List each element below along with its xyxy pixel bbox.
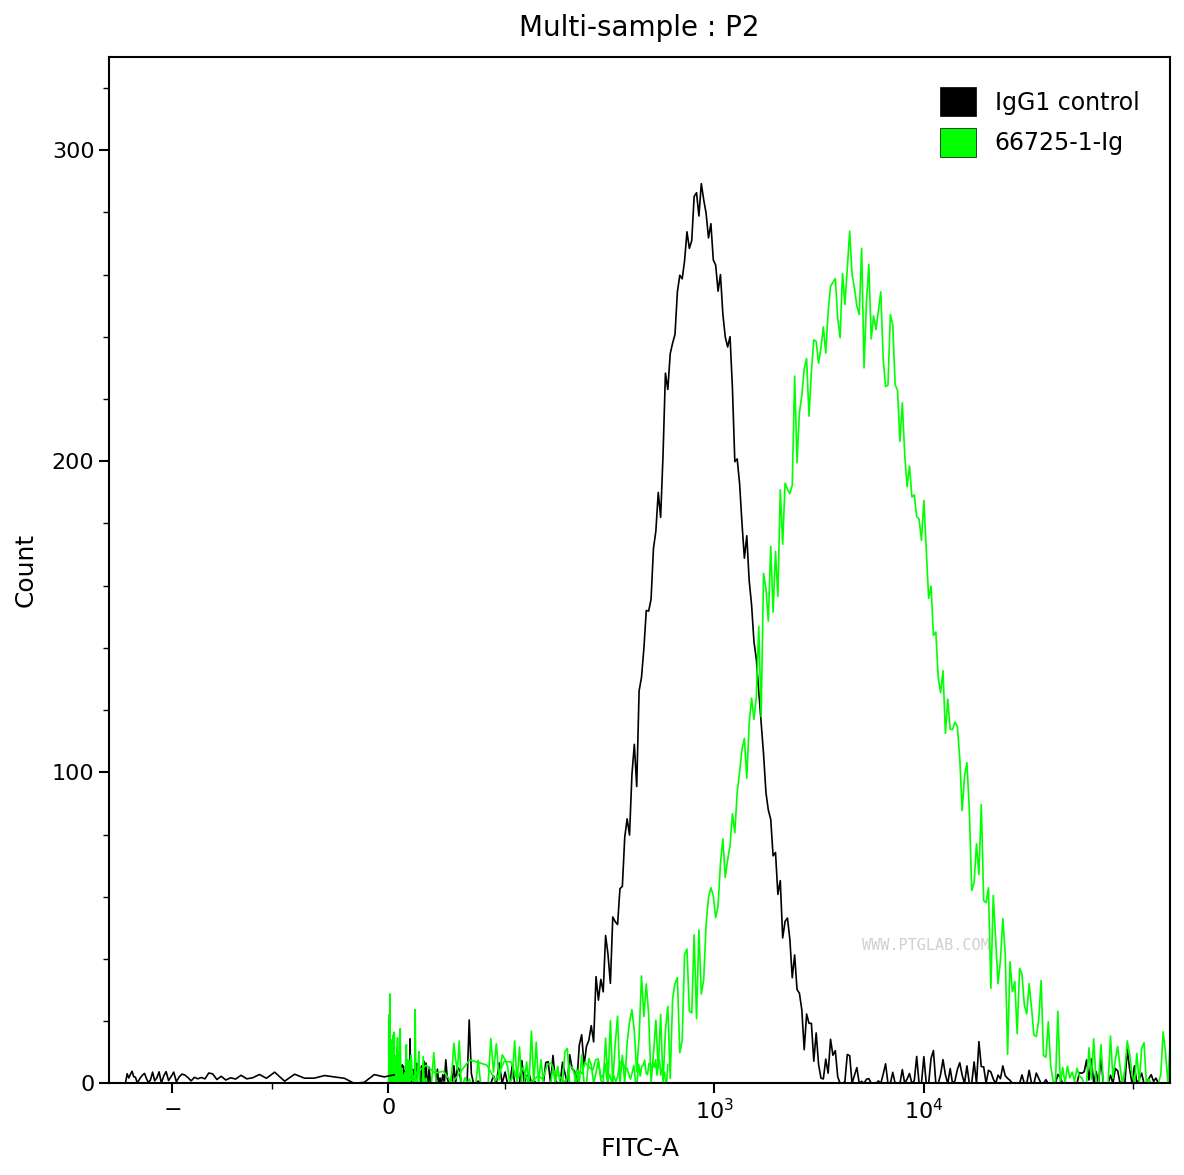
Title: Multi-sample : P2: Multi-sample : P2 xyxy=(520,14,760,42)
Y-axis label: Count: Count xyxy=(14,533,38,607)
Text: WWW.PTGLAB.COM: WWW.PTGLAB.COM xyxy=(862,938,990,953)
X-axis label: FITC-A: FITC-A xyxy=(600,1137,680,1161)
Legend: IgG1 control, 66725-1-Ig: IgG1 control, 66725-1-Ig xyxy=(921,68,1158,176)
